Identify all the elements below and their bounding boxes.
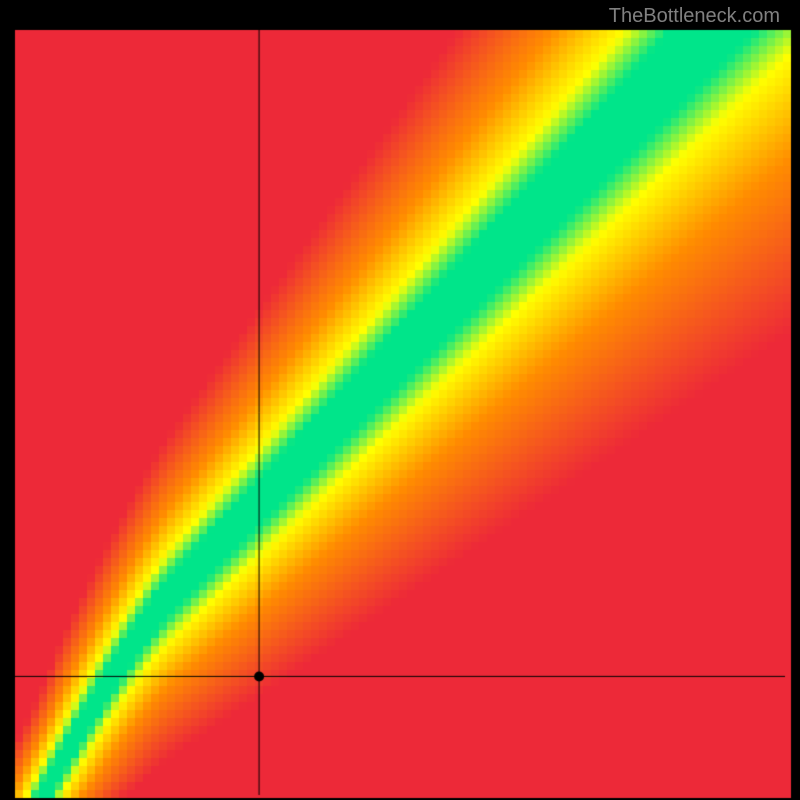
watermark-text: TheBottleneck.com xyxy=(609,5,780,28)
heatmap-canvas xyxy=(0,0,800,800)
bottleneck-heatmap-container: TheBottleneck.com xyxy=(0,0,800,800)
